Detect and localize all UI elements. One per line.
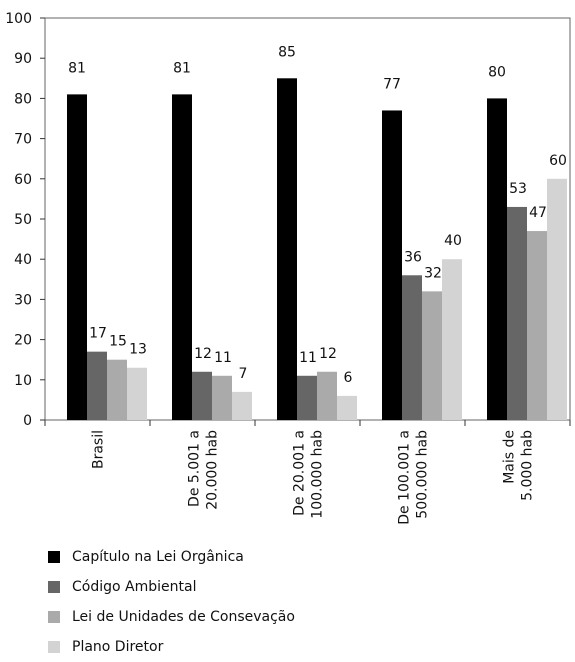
data-label: 6 [344,370,353,386]
legend-swatch [48,581,60,593]
data-label: 13 [129,342,147,358]
bar [297,375,317,420]
category-label-line: Brasil [91,430,107,469]
data-label: 81 [68,60,86,76]
y-tick-label: 90 [14,51,32,67]
chart-legend: Capítulo na Lei Orgânica Código Ambiental… [30,542,510,662]
y-tick-label: 60 [14,172,32,188]
bar [442,259,462,420]
bar [172,94,192,420]
category-label-line: De 20.001 a [292,430,308,516]
data-label: 40 [444,233,462,249]
bar [547,178,567,420]
legend-label: Plano Diretor [72,639,164,655]
y-tick-label: 50 [14,212,32,228]
data-label: 12 [194,346,212,362]
legend-swatch [48,611,60,623]
data-label: 85 [278,44,296,60]
legend-item: Código Ambiental [30,572,510,602]
y-tick-label: 80 [14,91,32,107]
bar [107,359,127,420]
legend-item: Capítulo na Lei Orgânica [30,542,510,572]
bar [507,206,527,420]
legend-item: Plano Diretor [30,632,510,662]
legend-item: Lei de Unidades de Consevação [30,602,510,632]
y-tick-label: 20 [14,333,32,349]
data-label: 11 [214,350,232,366]
category-label-line: 500.000 hab [415,430,431,519]
data-label: 7 [239,366,248,382]
bar [87,351,107,420]
data-label: 81 [173,60,191,76]
data-label: 12 [319,346,337,362]
bar [67,94,87,420]
data-label: 17 [89,326,107,342]
category-label-line: 20.000 hab [205,430,221,510]
category-label-line: Mais de [502,430,518,484]
legend-label: Capítulo na Lei Orgânica [72,549,244,565]
bar [232,391,252,420]
category-label: De 100.001 a 500.000 hab [397,430,431,525]
y-tick-label: 40 [14,252,32,268]
legend-label: Lei de Unidades de Consevação [72,609,295,625]
bar [527,231,547,420]
y-tick-label: 70 [14,132,32,148]
y-tick-label: 0 [23,413,32,429]
y-tick-label: 100 [5,11,32,27]
y-tick-label: 10 [14,373,32,389]
y-tick-label: 30 [14,292,32,308]
data-label: 53 [509,181,527,197]
legend-swatch [48,641,60,653]
bar [277,78,297,421]
category-label: De 20.001 a 100.000 hab [292,430,326,519]
bar [402,275,422,420]
data-label: 11 [299,350,317,366]
data-label: 47 [529,205,547,221]
category-label-line: De 100.001 a [397,430,413,525]
legend-label: Código Ambiental [72,579,197,595]
bar [212,375,232,420]
bar [192,371,212,420]
data-label: 15 [109,334,127,350]
bar [337,395,357,420]
data-label: 80 [488,64,506,80]
bar [317,371,337,420]
category-label: De 5.001 a 20.000 hab [187,430,221,510]
bar [127,367,147,420]
bar [487,98,507,421]
category-label-line: 100.000 hab [310,430,326,519]
category-label-line: 5.000 hab [520,430,536,501]
data-label: 32 [424,265,442,281]
bar [422,291,442,420]
category-label: Mais de 5.000 hab [502,430,536,501]
bar [382,110,402,421]
category-label-line: De 5.001 a [187,430,203,507]
data-label: 77 [383,76,401,92]
legend-swatch [48,551,60,563]
data-label: 60 [549,153,567,169]
data-label: 36 [404,249,422,265]
category-label: Brasil [91,430,107,469]
